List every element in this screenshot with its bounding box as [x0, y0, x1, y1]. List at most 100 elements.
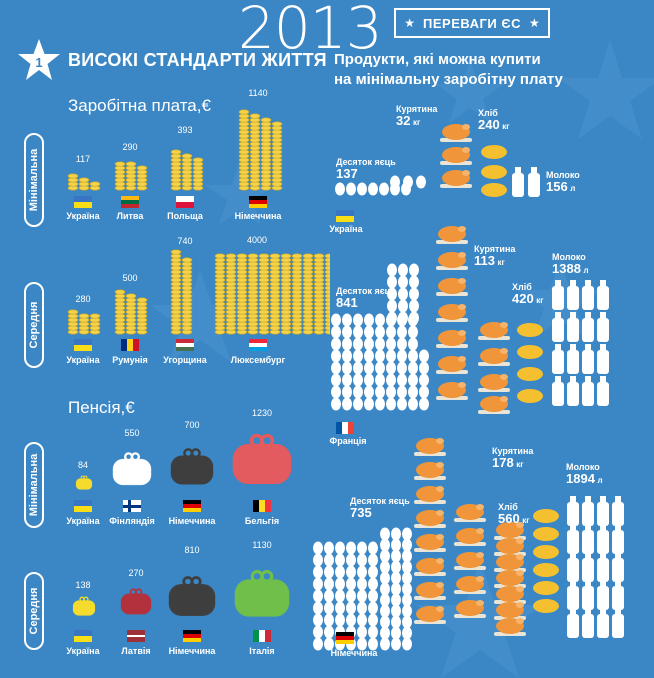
country-name: Латвія — [121, 646, 151, 656]
coin — [324, 257, 330, 263]
egg-icon — [397, 397, 407, 411]
bread-icon — [533, 545, 559, 559]
milk-bottle-icon — [612, 608, 624, 638]
egg-icon — [313, 601, 323, 615]
coin — [67, 173, 79, 179]
egg-icon — [313, 625, 323, 639]
egg-icon — [331, 373, 341, 387]
egg-icon — [402, 615, 412, 629]
country-name: Румунія — [112, 355, 148, 365]
egg-icon — [397, 385, 407, 399]
egg-icon — [390, 175, 400, 189]
coin — [324, 313, 330, 319]
country-name: Україна — [66, 646, 100, 656]
egg-icon — [408, 337, 418, 351]
bread-icon — [533, 599, 559, 613]
chicken-icon — [440, 124, 472, 142]
country-name: Бельгія — [244, 516, 280, 526]
egg-icon — [357, 182, 367, 196]
country-name: Німеччина — [168, 646, 216, 656]
bread-icon — [533, 527, 559, 541]
coin — [136, 165, 148, 171]
egg-icon — [379, 182, 389, 196]
egg-icon — [409, 311, 419, 325]
salary-coin-stacks — [67, 109, 330, 335]
country-name: Фінляндія — [109, 516, 155, 526]
egg-icon — [313, 589, 323, 603]
coin — [302, 253, 314, 259]
chicken-icon — [494, 554, 526, 572]
coin — [324, 297, 330, 303]
egg-icon — [419, 373, 429, 387]
bread-label: Хліб 240 кг — [478, 108, 510, 132]
egg-icon — [324, 625, 334, 639]
coin — [291, 253, 303, 259]
egg-icon — [331, 385, 341, 399]
milk-label: Молоко 1388 л — [552, 252, 589, 276]
country-name: Угорщина — [163, 355, 207, 365]
egg-icon — [391, 582, 401, 596]
chicken-icon — [494, 618, 526, 636]
bread-icon — [533, 509, 559, 523]
egg-icon — [342, 349, 352, 363]
country-name: Україна — [66, 355, 100, 365]
milk-bottle-icon — [552, 312, 564, 342]
pension-value: 270 — [128, 568, 144, 578]
eu-benefits-banner: ★ ПЕРЕВАГИ ЄС ★ — [394, 8, 550, 38]
coin — [214, 253, 226, 259]
year-title: 2013 — [238, 0, 383, 62]
milk-bottle-icon — [567, 524, 579, 554]
milk-bottle-icon — [582, 608, 594, 638]
milk-bottle-icon — [612, 496, 624, 526]
milk-bottle-icon — [567, 376, 579, 406]
egg-icon — [313, 637, 323, 651]
egg-icon — [342, 361, 352, 375]
milk-bottle-icon — [567, 608, 579, 638]
egg-icon — [335, 565, 345, 579]
egg-icon — [402, 604, 412, 618]
egg-icon — [402, 527, 412, 541]
coin — [114, 161, 126, 167]
milk-bottle-icon — [597, 496, 609, 526]
egg-icon — [346, 589, 356, 603]
egg-icon — [324, 613, 334, 627]
products-title-line: на мінімальну заробітну плату — [334, 71, 563, 88]
egg-icon — [368, 182, 378, 196]
egg-icon — [313, 541, 323, 555]
egg-icon — [364, 313, 374, 327]
egg-icon — [346, 565, 356, 579]
coin — [238, 109, 250, 115]
egg-icon — [380, 615, 390, 629]
salary-value: 117 — [75, 154, 91, 164]
eggs-label: Десяток яєць 735 — [350, 496, 410, 520]
ukraine-flag — [74, 339, 92, 351]
romania-flag — [121, 339, 139, 351]
egg-icon — [346, 182, 356, 196]
chicken-icon — [440, 147, 472, 165]
france-flag — [336, 422, 354, 434]
chicken-icon — [478, 396, 510, 414]
coin — [67, 309, 79, 315]
country-name: Україна — [66, 211, 100, 221]
egg-icon — [402, 593, 412, 607]
egg-icon — [402, 582, 412, 596]
egg-icon — [375, 325, 385, 339]
milk-bottle-icon — [582, 376, 594, 406]
egg-icon — [346, 613, 356, 627]
egg-icon — [342, 325, 352, 339]
coin — [78, 177, 90, 183]
milk-bottle-icon — [567, 496, 579, 526]
egg-icon — [387, 275, 397, 289]
egg-icon — [402, 560, 412, 574]
egg-icon — [324, 589, 334, 603]
chicken-icon — [440, 170, 472, 188]
chicken-icon — [478, 322, 510, 340]
hungary-flag — [176, 339, 194, 351]
egg-icon — [335, 577, 345, 591]
chicken-icon — [494, 570, 526, 588]
egg-icon — [419, 361, 429, 375]
egg-icon — [409, 275, 419, 289]
egg-icon — [357, 565, 367, 579]
egg-icon — [357, 601, 367, 615]
